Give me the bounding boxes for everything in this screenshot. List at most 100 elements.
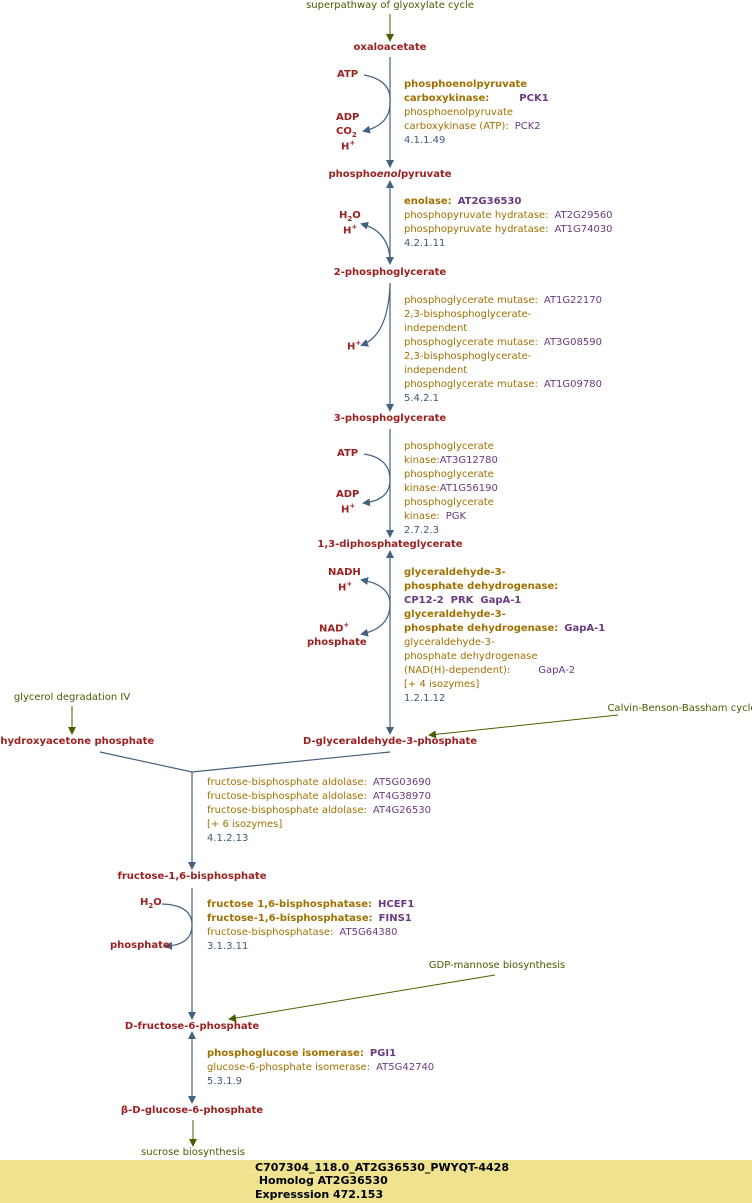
enzyme-name[interactable]: enolase:	[404, 196, 452, 207]
ec-number[interactable]: 3.1.3.11	[207, 941, 249, 952]
gene-link[interactable]: PGK	[445, 511, 467, 522]
link-sucrose-biosynthesis[interactable]: sucrose biosynthesis	[141, 1147, 245, 1158]
gene-link[interactable]: AT5G03690	[372, 777, 432, 788]
enzyme-name[interactable]: fructose-bisphosphatase:	[207, 927, 334, 938]
enzyme-name[interactable]: phosphoglycerate kinase:	[404, 441, 494, 466]
compound-3-phosphoglycerate[interactable]: 3-phosphoglycerate	[333, 413, 447, 424]
plus: +	[355, 339, 362, 347]
ec-number[interactable]: 5.3.1.9	[207, 1076, 242, 1087]
link-gdp-mannose[interactable]: GDP-mannose biosynthesis	[428, 960, 566, 971]
gene-link[interactable]: AT5G42740	[376, 1062, 435, 1073]
side-adp[interactable]: ADP	[336, 489, 360, 500]
enzyme-name[interactable]: phosphoglycerate kinase:	[404, 469, 494, 494]
enzyme-name[interactable]: glucose-6-phosphate isomerase:	[207, 1062, 371, 1073]
more-isozymes-link[interactable]: [+ 6 isozymes]	[207, 819, 283, 830]
gene-link[interactable]: AT2G36530	[457, 196, 522, 207]
side-atp[interactable]: ATP	[337, 448, 359, 459]
gene-link[interactable]: PCK1	[519, 93, 549, 104]
enzyme-name[interactable]: phosphoglycerate kinase:	[404, 497, 494, 522]
side-nad[interactable]: NAD+	[319, 621, 349, 634]
compound-1-3-diphosphateglycerate[interactable]: 1,3-diphosphateglycerate	[317, 539, 463, 550]
gene-link[interactable]: PGI1	[369, 1048, 397, 1059]
reaction-fbpase: fructose 1,6-bisphosphatase: HCEF1 fructo…	[207, 898, 467, 954]
curve-nadh	[360, 577, 391, 605]
enzyme-name[interactable]: glyceraldehyde-3- phosphate dehydrogenas…	[404, 567, 559, 592]
compound-g3p[interactable]: D-glyceraldehyde-3-phosphate	[302, 736, 478, 747]
curve-h2o	[360, 221, 391, 263]
compound-2-phosphoglycerate[interactable]: 2-phosphoglycerate	[333, 267, 447, 278]
side-atp[interactable]: ATP	[337, 69, 359, 80]
side-proton[interactable]: H+	[347, 339, 361, 352]
side-water[interactable]: H2O	[140, 897, 162, 910]
side-proton[interactable]: H+	[343, 223, 357, 236]
gene-link[interactable]: AT1G09780	[543, 379, 602, 390]
compound-oxaloacetate[interactable]: oxaloacetate	[353, 42, 427, 53]
enzyme-name[interactable]: glyceraldehyde-3- phosphate dehydrogenas…	[404, 637, 538, 676]
ec-number[interactable]: 4.2.1.11	[404, 238, 446, 249]
ec-number[interactable]: 4.1.1.49	[404, 135, 446, 146]
nad-text: NAD	[319, 623, 344, 635]
reaction-pgm: phosphoglycerate mutase: AT1G22170 2,3-bi…	[404, 294, 624, 406]
gene-link[interactable]: AT5G64380	[339, 927, 398, 938]
ec-number[interactable]: 1.2.1.12	[404, 693, 446, 704]
sub: 2	[347, 215, 353, 223]
curve-atp-adp	[362, 74, 391, 134]
gene-link[interactable]: GapA-1	[564, 623, 606, 634]
reaction-enolase: enolase: AT2G36530 phosphopyruvate hydrat…	[404, 195, 644, 251]
gene-link[interactable]: AT1G56190	[439, 483, 498, 494]
enzyme-name[interactable]: phosphoenolpyruvate carboxykinase:	[404, 79, 528, 104]
enzyme-name[interactable]: fructose-bisphosphate aldolase:	[207, 791, 367, 802]
compound-f6p[interactable]: D-fructose-6-phosphate	[124, 1021, 260, 1032]
ec-number[interactable]: 5.4.2.1	[404, 393, 439, 404]
link-calvin-cycle[interactable]: Calvin-Benson-Bassham cycle	[607, 703, 752, 714]
ec-number[interactable]: 2.7.2.3	[404, 525, 439, 536]
side-proton[interactable]: H+	[338, 580, 352, 593]
compound-g6p[interactable]: β-D-glucose-6-phosphate	[120, 1105, 264, 1116]
side-phosphate[interactable]: phosphate	[307, 637, 367, 648]
h-text: H	[347, 341, 356, 353]
gene-link[interactable]: HCEF1	[378, 899, 415, 910]
link-glycerol-degradation[interactable]: glycerol degradation IV	[13, 692, 131, 703]
gene-link[interactable]: AT3G12780	[439, 455, 498, 466]
enzyme-name[interactable]: 2,3-bisphosphoglycerate- independent pho…	[404, 351, 538, 390]
gene-link[interactable]: GapA-2	[538, 665, 576, 676]
gene-link[interactable]: AT3G08590	[543, 337, 602, 348]
curve-h	[360, 284, 391, 347]
enzyme-name[interactable]: fructose 1,6-bisphosphatase:	[207, 899, 372, 910]
compound-dhap[interactable]: dihydroxyacetone phosphate	[0, 736, 155, 747]
h-text: H	[341, 141, 350, 153]
gene-link[interactable]: AT1G22170	[543, 295, 602, 306]
compound-phosphoenolpyruvate[interactable]: phosphoenolpyruvate	[328, 169, 451, 180]
side-nadh[interactable]: NADH	[328, 567, 361, 578]
enzyme-name[interactable]: phosphoenolpyruvate carboxykinase (ATP):	[404, 107, 514, 132]
ec-number[interactable]: 4.1.2.13	[207, 833, 249, 844]
plus: +	[346, 580, 353, 588]
gene-link[interactable]: PCK2	[514, 121, 541, 132]
compound-fbp[interactable]: fructose-1,6-bisphosphate	[117, 871, 267, 882]
enzyme-name[interactable]: fructose-1,6-bisphosphatase:	[207, 913, 373, 924]
info-footer: C707304_118.0_AT2G36530_PWYQT-4428 Homol…	[0, 1160, 752, 1203]
enzyme-name[interactable]: fructose-bisphosphate aldolase:	[207, 777, 367, 788]
gene-link[interactable]: FINS1	[378, 913, 412, 924]
enzyme-name[interactable]: 2,3-bisphosphoglycerate- independent pho…	[404, 309, 538, 348]
enzyme-name[interactable]: phosphopyruvate hydratase:	[404, 224, 549, 235]
gene-link[interactable]: AT4G26530	[372, 805, 432, 816]
gene-link[interactable]: AT4G38970	[372, 791, 432, 802]
enzyme-name[interactable]: fructose-bisphosphate aldolase:	[207, 805, 367, 816]
pep-part: pyruvate	[400, 169, 452, 180]
gene-link[interactable]: CP12-2 PRK GapA-1	[404, 595, 522, 606]
enzyme-name[interactable]: phosphopyruvate hydratase:	[404, 210, 549, 221]
enzyme-name[interactable]: phosphoglycerate mutase:	[404, 295, 538, 306]
side-adp[interactable]: ADP	[336, 112, 360, 123]
side-proton[interactable]: H+	[341, 502, 355, 515]
enzyme-name[interactable]: glyceraldehyde-3- phosphate dehydrogenas…	[404, 609, 559, 634]
side-co2[interactable]: CO2	[336, 126, 357, 139]
side-water[interactable]: H2O	[339, 210, 361, 223]
gene-link[interactable]: AT2G29560	[554, 210, 613, 221]
more-isozymes-link[interactable]: [+ 4 isozymes]	[404, 679, 480, 690]
side-proton[interactable]: H+	[341, 139, 355, 152]
link-superpathway-glyoxylate[interactable]: superpathway of glyoxylate cycle	[306, 0, 474, 11]
side-phosphate[interactable]: phosphate	[110, 940, 170, 951]
gene-link[interactable]: AT1G74030	[554, 224, 613, 235]
enzyme-name[interactable]: phosphoglucose isomerase:	[207, 1048, 364, 1059]
